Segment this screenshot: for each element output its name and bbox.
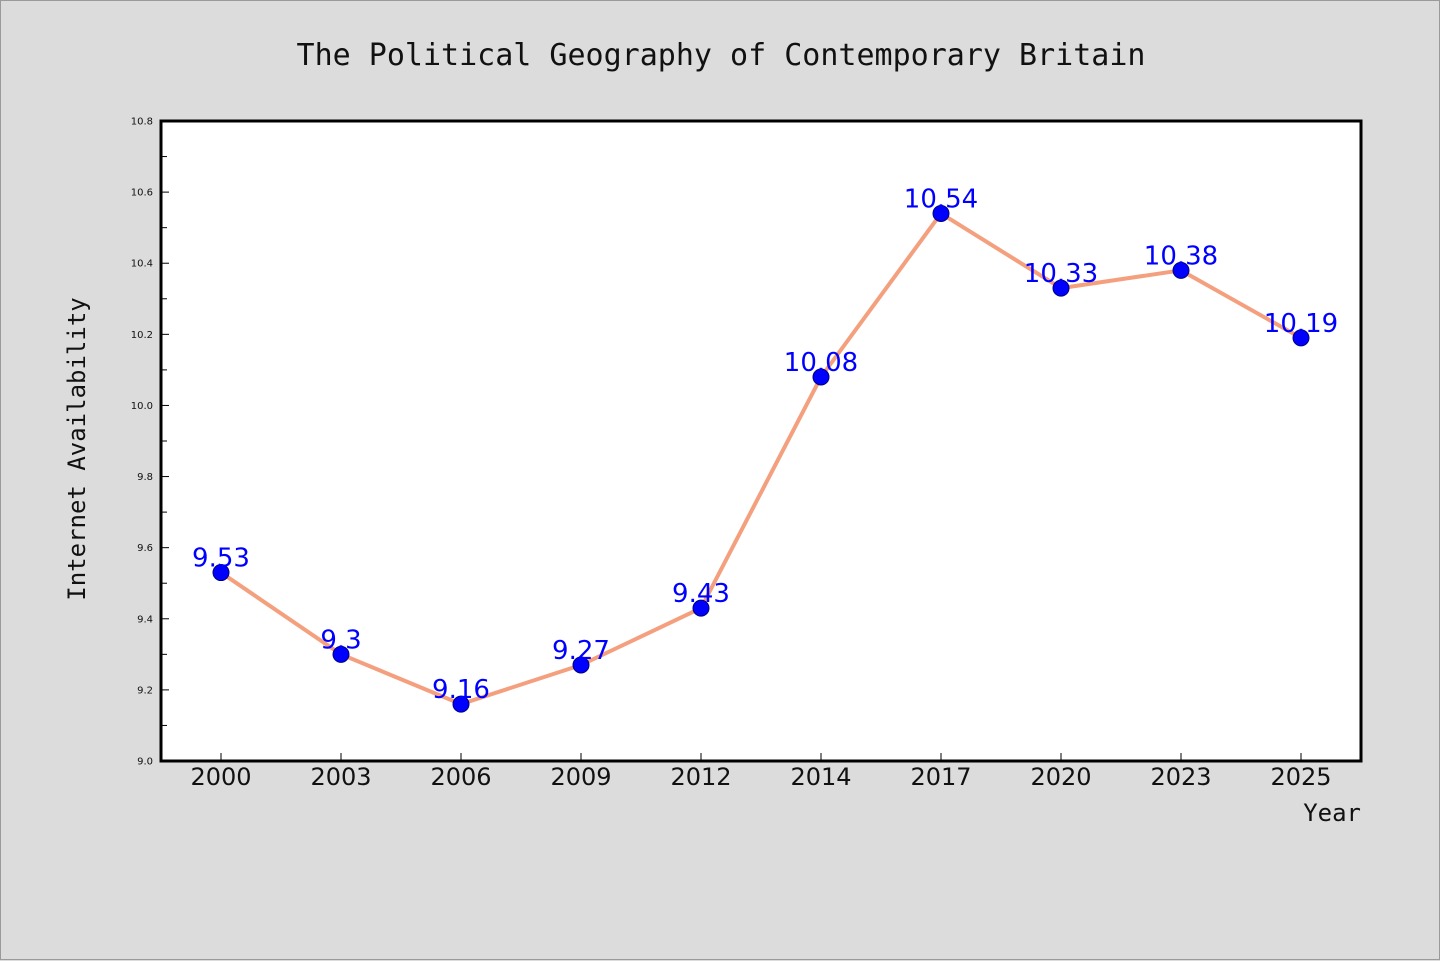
data-point xyxy=(692,599,710,617)
x-tick-label: 2023 xyxy=(1150,763,1211,791)
data-label: 10.54 xyxy=(904,184,978,214)
data-label: 9.16 xyxy=(432,675,490,705)
data-label: 10.38 xyxy=(1144,241,1218,271)
y-axis-label: Internet Availability xyxy=(63,297,91,600)
x-tick-label: 2014 xyxy=(790,763,851,791)
data-point xyxy=(212,564,230,582)
y-tick-label: 9.0 xyxy=(137,757,153,768)
data-label: 10.33 xyxy=(1024,259,1098,289)
data-point xyxy=(332,645,350,663)
data-label: 9.43 xyxy=(672,579,730,609)
x-tick-label: 2009 xyxy=(550,763,611,791)
data-label: 9.3 xyxy=(320,625,361,655)
y-tick-label: 10.2 xyxy=(131,330,153,341)
data-point xyxy=(812,368,830,386)
data-label: 9.53 xyxy=(192,544,250,574)
x-tick-label: 2000 xyxy=(190,763,251,791)
y-axis-ticks: 9.0 9.2 9.4 9.6 9.8 10.0 10.2 10.4 10.6 10.8 xyxy=(131,117,169,768)
y-tick-label: 10.4 xyxy=(131,259,153,270)
x-axis-ticks: 2000 2003 2006 2009 2012 2014 2017 2020 2023 2025 xyxy=(190,753,1332,791)
data-point xyxy=(1292,329,1310,347)
data-point xyxy=(452,695,470,713)
x-tick-label: 2020 xyxy=(1030,763,1091,791)
data-point xyxy=(1052,279,1070,297)
y-tick-label: 10.0 xyxy=(131,401,153,412)
data-point xyxy=(932,204,950,222)
data-label: 10.08 xyxy=(784,348,858,378)
series-line xyxy=(219,211,1303,707)
y-tick-label: 10.6 xyxy=(131,188,153,199)
plot-border xyxy=(159,119,1363,763)
chart-title: The Political Geography of Contemporary … xyxy=(297,38,1146,73)
y-tick-label: 9.6 xyxy=(137,543,153,554)
data-label: 10.19 xyxy=(1264,309,1338,339)
x-axis-label: Year xyxy=(1303,799,1361,827)
x-tick-label: 2006 xyxy=(430,763,491,791)
x-tick-label: 2003 xyxy=(310,763,371,791)
series-group: 9.53 9.3 9.16 9.27 9.43 10.08 10.54 10.33 10.38 1… xyxy=(192,184,1338,713)
x-tick-label: 2012 xyxy=(670,763,731,791)
data-label: 9.27 xyxy=(552,636,610,666)
y-tick-label: 9.4 xyxy=(137,614,153,625)
x-tick-label: 2025 xyxy=(1270,763,1331,791)
data-point xyxy=(1172,261,1190,279)
y-tick-label: 9.8 xyxy=(137,472,153,483)
plot-area xyxy=(161,121,1361,761)
y-tick-label: 10.8 xyxy=(131,117,153,128)
y-tick-label: 9.2 xyxy=(137,685,153,696)
x-tick-label: 2017 xyxy=(910,763,971,791)
data-point xyxy=(572,656,590,674)
